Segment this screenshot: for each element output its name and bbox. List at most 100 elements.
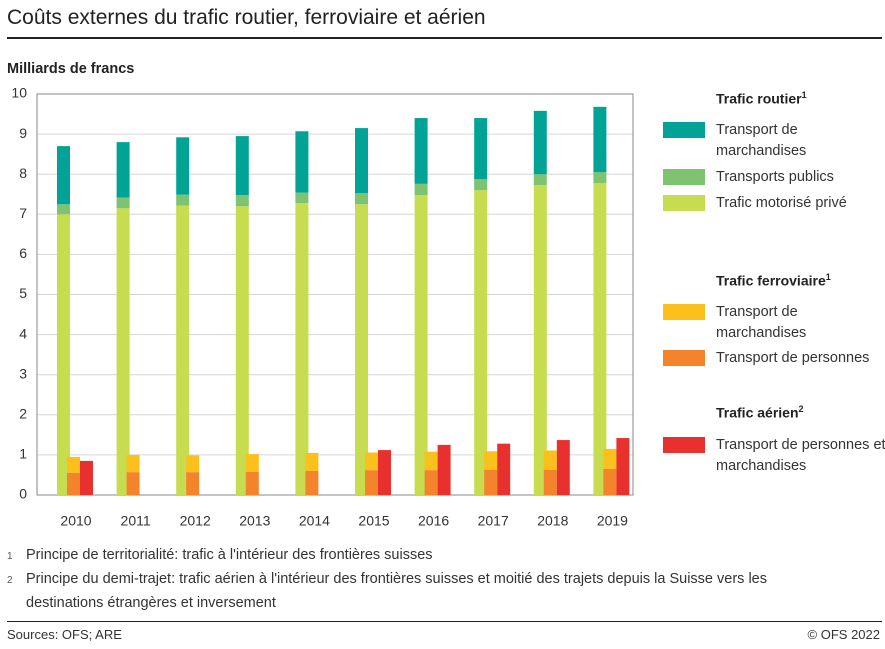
legend-label: Transport de personnes et marchandises	[716, 437, 885, 474]
y-tick-label: 3	[19, 365, 27, 381]
x-tick-label: 2011	[121, 513, 151, 529]
bar-segment	[543, 469, 557, 495]
bar-segment	[424, 470, 438, 495]
bar-segment	[497, 443, 511, 495]
bar-segment	[295, 192, 309, 204]
bar-segment	[57, 214, 70, 496]
y-tick-label: 6	[19, 245, 27, 261]
x-tick-label: 2018	[537, 513, 568, 529]
bar-segment	[57, 146, 70, 205]
bar-segment	[186, 455, 200, 473]
chart-title: Coûts externes du trafic routier, ferrov…	[7, 6, 486, 29]
bar-segment	[414, 118, 428, 184]
bar-segment	[186, 472, 200, 495]
bar-segment	[414, 183, 428, 196]
bar-segment	[235, 195, 249, 207]
bar-segment	[305, 452, 319, 471]
bar-segment	[603, 468, 617, 495]
legend-swatch	[663, 437, 705, 453]
bar-segment	[556, 440, 570, 495]
legend-label: Transports publics	[716, 169, 834, 185]
x-tick-label: 2013	[239, 513, 270, 529]
bar-segment	[424, 451, 438, 471]
bar-segment	[245, 454, 259, 472]
legend-group-title-text: Trafic ferroviaire	[716, 272, 826, 289]
footnote-marker: 1	[825, 272, 831, 282]
x-tick-label: 2012	[180, 513, 211, 529]
bar-segment	[67, 456, 80, 473]
source: Sources: OFS; ARE	[7, 627, 122, 642]
y-tick-label: 8	[19, 165, 27, 181]
legend-label: Trafic motorisé privé	[716, 195, 847, 211]
bar-segment	[593, 183, 607, 495]
bar-segment	[176, 205, 190, 495]
y-tick-label: 7	[19, 205, 27, 221]
y-tick-label: 0	[19, 486, 27, 502]
bar-segment	[80, 460, 93, 495]
bar-segment	[616, 438, 630, 495]
x-tick-label: 2010	[60, 513, 91, 529]
x-tick-label: 2017	[478, 513, 509, 529]
bar-segment	[57, 204, 70, 215]
bar-segment	[355, 193, 368, 205]
y-tick-label: 4	[19, 325, 27, 341]
plot-frame	[36, 93, 634, 496]
footnote-marker: 2	[7, 575, 13, 586]
footnote-marker: 2	[798, 404, 804, 414]
bar-segment	[116, 142, 130, 198]
bar-segment	[116, 197, 130, 209]
legend-swatch	[663, 169, 705, 185]
legend-label: Transport de personnes	[716, 350, 870, 366]
bar-segment	[603, 448, 617, 469]
legend-group-title-text: Trafic routier	[716, 90, 802, 107]
footnote-marker: 1	[7, 543, 13, 569]
x-tick-label: 2015	[358, 513, 389, 529]
legend-label: Transport de marchandises	[716, 122, 807, 159]
bar-segment	[484, 451, 498, 470]
bar-segment	[543, 450, 557, 470]
y-tick-label: 5	[19, 285, 27, 301]
footnote-marker: 1	[7, 551, 13, 562]
legend-swatch	[663, 350, 705, 366]
legend-group-title-text: Trafic aérien	[716, 404, 799, 421]
x-tick-label: 2016	[418, 513, 449, 529]
y-tick-label: 9	[19, 125, 27, 141]
bar-segment	[484, 469, 498, 495]
bar-segment	[365, 470, 378, 495]
footnote: Principe de territorialité: trafic à l'i…	[26, 547, 433, 563]
legend-group-title: Trafic ferroviaire1	[716, 272, 831, 289]
bar-segment	[593, 106, 607, 173]
legend-group-title: Trafic aérien2	[716, 404, 804, 421]
bar-segment	[126, 472, 140, 495]
bar-segment	[176, 137, 190, 195]
bar-segment	[126, 454, 140, 473]
x-tick-label: 2019	[597, 513, 628, 529]
bar-segment	[533, 174, 547, 186]
bar-segment	[474, 190, 488, 496]
bar-segment	[355, 128, 368, 194]
bar-segment	[378, 450, 391, 495]
bar-segment	[295, 203, 309, 495]
footnote-marker: 2	[7, 567, 13, 593]
legend-label: Transport de marchandises	[716, 304, 807, 341]
bar-segment	[235, 136, 249, 196]
bar-segment	[437, 444, 451, 495]
y-axis-label: Milliards de francs	[7, 61, 135, 77]
legend-swatch	[663, 304, 705, 320]
y-tick-label: 10	[11, 85, 27, 101]
bar-segment	[176, 194, 190, 206]
bar-segment	[245, 471, 259, 495]
title-rule	[7, 37, 882, 39]
bar-segment	[533, 185, 547, 496]
bar-segment	[235, 206, 249, 495]
bar-segment	[365, 452, 378, 471]
legend-swatch	[663, 122, 705, 138]
legend-swatch	[663, 195, 705, 211]
bar-segment	[116, 208, 130, 495]
x-tick-label: 2014	[299, 513, 330, 529]
legend-group-title: Trafic routier1	[716, 90, 807, 107]
y-tick-label: 1	[19, 446, 27, 462]
footer-rule	[7, 621, 882, 622]
bar-segment	[67, 472, 80, 495]
